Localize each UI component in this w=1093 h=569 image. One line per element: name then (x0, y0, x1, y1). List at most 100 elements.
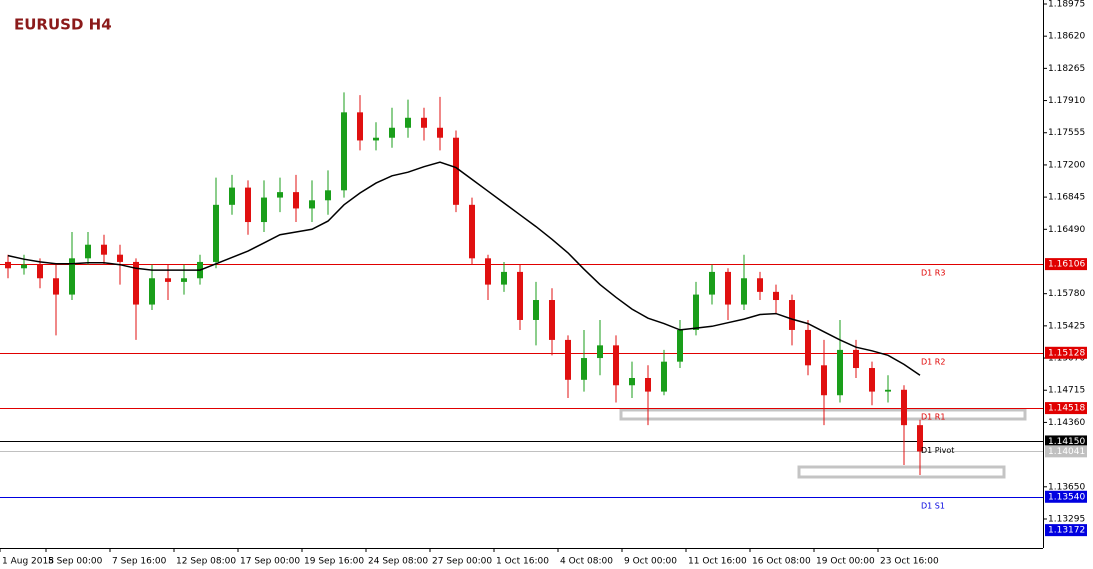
moving-average (7, 161, 921, 376)
candle-body (181, 278, 187, 282)
y-tick-label: 1.17910 (1048, 96, 1085, 106)
candle-body (485, 258, 491, 285)
price-label: 1.16106 (1048, 260, 1085, 270)
price-label-box (1045, 524, 1087, 537)
candle-body (357, 112, 363, 141)
candle-body (645, 377, 651, 392)
x-tick-label: 17 Sep 00:00 (240, 557, 300, 567)
candle-body (581, 358, 587, 380)
price-label: 1.14041 (1048, 447, 1085, 457)
x-tick-label: 5 Sep 00:00 (48, 557, 103, 567)
candle-body (389, 127, 395, 138)
y-tick-label: 1.14360 (1048, 418, 1085, 428)
candle-body (245, 187, 251, 223)
candle-body (805, 329, 811, 366)
y-tick-label: 1.13295 (1048, 514, 1085, 524)
candle-body (853, 349, 859, 369)
level-name: D1 S1 (921, 501, 945, 510)
candle-body (261, 197, 267, 223)
candle-body (69, 258, 75, 295)
y-tick-label: 1.17200 (1048, 160, 1085, 170)
candle-body (517, 271, 523, 320)
level-name: D1 R1 (921, 413, 945, 422)
candle-body (213, 204, 219, 262)
candle-body (309, 200, 315, 209)
y-tick-label: 1.15780 (1048, 289, 1085, 299)
candle-body (549, 300, 555, 340)
price-label-box (1045, 346, 1087, 359)
level-name: D1 R2 (921, 357, 945, 366)
candle-body (165, 278, 171, 282)
price-label-box (1045, 402, 1087, 415)
support-box (797, 465, 1006, 479)
candle-body (453, 137, 459, 205)
candle-body (21, 264, 27, 269)
candle-body (773, 291, 779, 301)
price-label-box (1045, 490, 1087, 503)
candle-body (117, 254, 123, 262)
candle-body (325, 190, 331, 201)
x-tick-label: 27 Sep 00:00 (432, 557, 492, 567)
y-tick-label: 1.13650 (1048, 482, 1085, 492)
candle-body (885, 389, 891, 392)
candle-body (661, 361, 667, 392)
candle-body (405, 117, 411, 128)
candle-body (709, 271, 715, 295)
candle-body (101, 244, 107, 255)
candle-body (469, 204, 475, 259)
level-name: D1 R3 (921, 269, 945, 278)
y-tick-label: 1.15425 (1048, 321, 1085, 331)
x-tick-label: 19 Sep 16:00 (304, 557, 364, 567)
x-tick-label: 16 Oct 08:00 (752, 557, 811, 567)
price-label: 1.13540 (1048, 492, 1085, 502)
candle-body (629, 377, 635, 386)
price-label: 1.14518 (1048, 404, 1085, 414)
candle-body (533, 300, 539, 320)
candle-body (37, 264, 43, 279)
candle-body (757, 278, 763, 292)
price-label-box (1045, 435, 1087, 448)
candle-body (149, 278, 155, 305)
candle-body (693, 294, 699, 330)
candle-body (869, 368, 875, 392)
chart-title: EURUSD H4 (14, 16, 112, 34)
y-tick-label: 1.16845 (1048, 193, 1085, 203)
candle-body (277, 192, 283, 198)
x-tick-label: 24 Sep 08:00 (368, 557, 428, 567)
y-tick-label: 1.18620 (1048, 32, 1085, 42)
price-label: 1.15128 (1048, 348, 1085, 358)
candle-body (373, 137, 379, 141)
candle-body (229, 187, 235, 205)
x-tick-label: 23 Oct 16:00 (880, 557, 939, 567)
candle-body (725, 271, 731, 305)
x-tick-label: 19 Oct 00:00 (816, 557, 875, 567)
x-tick-label: 1 Aug 2018 (2, 557, 54, 567)
candle-body (677, 329, 683, 362)
candle-body (437, 127, 443, 138)
candle-body (341, 112, 347, 191)
x-tick-label: 7 Sep 16:00 (112, 557, 167, 567)
y-tick-label: 1.18265 (1048, 64, 1085, 74)
candle-body (613, 345, 619, 386)
support-box (619, 408, 1027, 421)
candle-body (85, 244, 91, 259)
y-tick-label: 1.18975 (1048, 0, 1085, 9)
y-tick-label: 1.16490 (1048, 225, 1085, 235)
candle-body (837, 349, 843, 396)
price-label: 1.13172 (1048, 526, 1085, 536)
x-tick-label: 12 Sep 08:00 (176, 557, 236, 567)
candle-body (741, 278, 747, 305)
candle-body (421, 117, 427, 128)
price-label-box (1045, 445, 1087, 458)
price-label-box (1045, 258, 1087, 271)
candle-body (597, 345, 603, 359)
candle-body (901, 389, 907, 426)
candle-body (53, 278, 59, 295)
x-tick-label: 9 Oct 00:00 (624, 557, 677, 567)
x-tick-label: 11 Oct 16:00 (688, 557, 747, 567)
x-tick-label: 4 Oct 08:00 (560, 557, 613, 567)
candle-body (789, 300, 795, 330)
x-tick-label: 1 Oct 16:00 (496, 557, 549, 567)
